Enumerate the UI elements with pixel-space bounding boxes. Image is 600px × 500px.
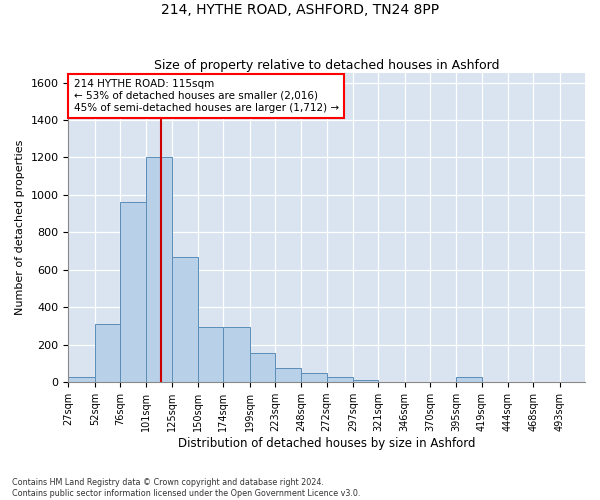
Bar: [172, 256, 198, 382]
Bar: [120, 202, 146, 382]
Text: Contains HM Land Registry data © Crown copyright and database right 2024.
Contai: Contains HM Land Registry data © Crown c…: [12, 478, 361, 498]
Bar: [353, 380, 379, 382]
Bar: [457, 376, 482, 382]
Text: 214, HYTHE ROAD, ASHFORD, TN24 8PP: 214, HYTHE ROAD, ASHFORD, TN24 8PP: [161, 2, 439, 16]
Bar: [198, 327, 223, 382]
Y-axis label: Number of detached properties: Number of detached properties: [15, 140, 25, 316]
Bar: [301, 373, 327, 382]
Bar: [68, 376, 95, 382]
Text: 214 HYTHE ROAD: 115sqm
← 53% of detached houses are smaller (2,016)
45% of semi-: 214 HYTHE ROAD: 115sqm ← 53% of detached…: [74, 80, 338, 112]
Bar: [250, 353, 275, 382]
X-axis label: Distribution of detached houses by size in Ashford: Distribution of detached houses by size …: [178, 437, 475, 450]
Bar: [327, 376, 353, 382]
Bar: [275, 368, 301, 382]
Title: Size of property relative to detached houses in Ashford: Size of property relative to detached ho…: [154, 59, 499, 72]
Bar: [95, 324, 120, 382]
Bar: [146, 158, 172, 382]
Bar: [223, 327, 250, 382]
